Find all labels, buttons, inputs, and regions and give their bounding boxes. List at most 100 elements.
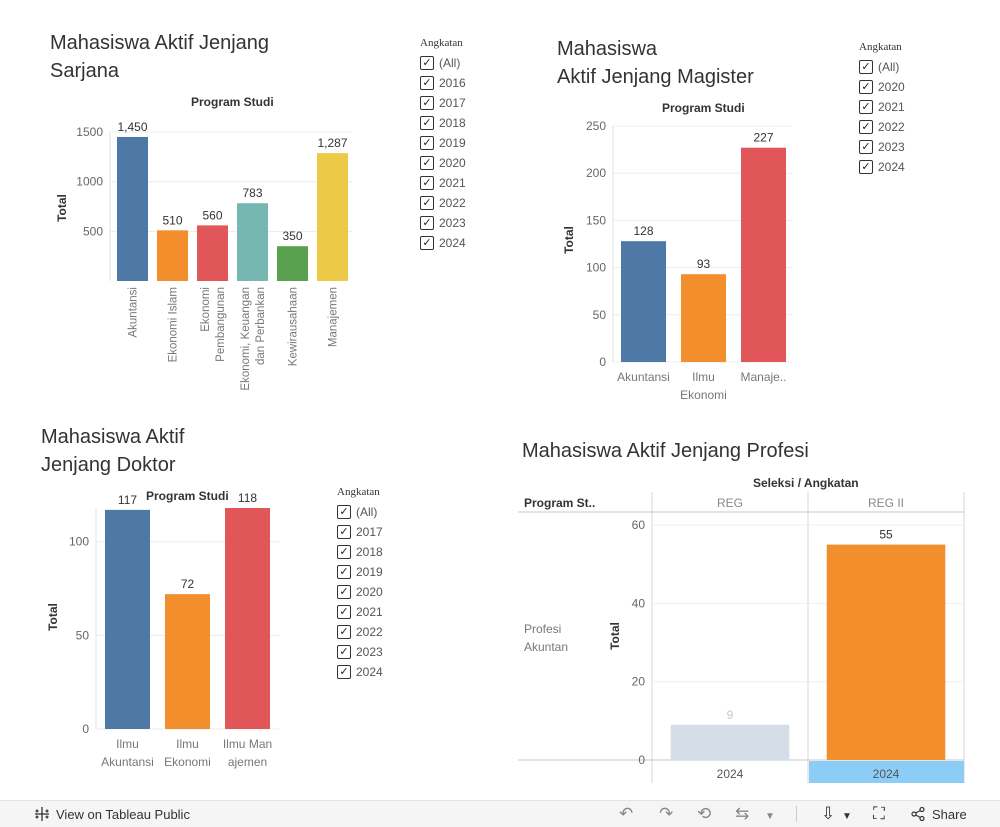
y-tick-label: 0 [82, 722, 89, 736]
bar [225, 508, 270, 729]
legend-item[interactable]: ✓ 2022 [337, 622, 383, 642]
checkbox-checked-icon[interactable]: ✓ [420, 116, 434, 130]
checkbox-checked-icon[interactable]: ✓ [859, 60, 873, 74]
share-button[interactable]: Share [910, 806, 967, 822]
legend-item[interactable]: ✓ 2017 [337, 522, 383, 542]
checkbox-checked-icon[interactable]: ✓ [420, 56, 434, 70]
bar [741, 147, 786, 362]
profesi-column-header: Seleksi / Angkatan [753, 476, 859, 490]
refresh-icon[interactable]: ⇆ [735, 804, 750, 823]
revert-icon[interactable]: ⟲ [697, 804, 712, 823]
y-tick-label: 100 [69, 535, 89, 549]
download-dropdown-icon[interactable]: ▼ [842, 811, 852, 822]
legend-item[interactable]: ✓ 2018 [337, 542, 383, 562]
checkbox-checked-icon[interactable]: ✓ [420, 196, 434, 210]
refresh-dropdown-icon[interactable]: ▼ [765, 811, 775, 822]
legend-item[interactable]: ✓ 2024 [420, 233, 466, 253]
legend-item[interactable]: ✓ (All) [420, 53, 466, 73]
x-category-label: Akuntansi [101, 755, 154, 769]
legend-item[interactable]: ✓ 2020 [337, 582, 383, 602]
checkbox-checked-icon[interactable]: ✓ [337, 505, 351, 519]
checkbox-checked-icon[interactable]: ✓ [337, 645, 351, 659]
bar [165, 594, 210, 729]
checkbox-checked-icon[interactable]: ✓ [859, 140, 873, 154]
checkbox-checked-icon[interactable]: ✓ [420, 156, 434, 170]
legend-item[interactable]: ✓ 2020 [420, 153, 466, 173]
selected-column-highlight [809, 761, 964, 783]
column-header-label: REG [717, 496, 743, 510]
bar-value-label: 9 [727, 708, 734, 722]
bar [681, 274, 726, 362]
legend-item[interactable]: ✓ 2018 [420, 113, 466, 133]
x-category-label: 2024 [873, 767, 900, 781]
legend-item[interactable]: ✓ 2020 [859, 77, 905, 97]
legend-item[interactable]: ✓ 2023 [420, 213, 466, 233]
checkbox-checked-icon[interactable]: ✓ [420, 76, 434, 90]
bar [826, 544, 946, 760]
checkbox-checked-icon[interactable]: ✓ [859, 120, 873, 134]
legend-item-label: (All) [878, 60, 900, 74]
bar [317, 153, 348, 281]
checkbox-checked-icon[interactable]: ✓ [420, 176, 434, 190]
legend-item[interactable]: ✓ 2021 [337, 602, 383, 622]
checkbox-checked-icon[interactable]: ✓ [337, 625, 351, 639]
checkbox-checked-icon[interactable]: ✓ [420, 236, 434, 250]
legend-item[interactable]: ✓ 2024 [337, 662, 383, 682]
legend-item-label: 2022 [878, 120, 905, 134]
legend-item[interactable]: ✓ 2021 [420, 173, 466, 193]
legend-item-label: 2023 [878, 140, 905, 154]
legend-item[interactable]: ✓ 2016 [420, 73, 466, 93]
legend-item[interactable]: ✓ 2017 [420, 93, 466, 113]
legend-item[interactable]: ✓ 2019 [420, 133, 466, 153]
checkbox-checked-icon[interactable]: ✓ [337, 545, 351, 559]
profesi-title: Mahasiswa Aktif Jenjang Profesi [522, 440, 809, 462]
checkbox-checked-icon[interactable]: ✓ [420, 96, 434, 110]
checkbox-checked-icon[interactable]: ✓ [337, 585, 351, 599]
legend-item-label: 2018 [356, 545, 383, 559]
y-tick-label: 250 [586, 119, 606, 133]
legend-item[interactable]: ✓ 2022 [859, 117, 905, 137]
legend-item[interactable]: ✓ 2021 [859, 97, 905, 117]
legend-item[interactable]: ✓ (All) [859, 57, 905, 77]
x-category-label: Manaje.. [740, 370, 786, 384]
legend-item[interactable]: ✓ 2019 [337, 562, 383, 582]
legend-item-label: 2016 [439, 76, 466, 90]
legend-items: ✓ (All) ✓ 2020 ✓ 2021 ✓ 2022 ✓ 2023 ✓ 2024 [859, 57, 905, 177]
bar-value-label: 227 [753, 131, 773, 145]
y-axis-title: Total [46, 603, 60, 631]
redo-icon[interactable]: ↷ [659, 804, 674, 823]
checkbox-checked-icon[interactable]: ✓ [337, 605, 351, 619]
checkbox-checked-icon[interactable]: ✓ [420, 216, 434, 230]
bar-value-label: 117 [118, 493, 137, 507]
legend-item[interactable]: ✓ 2023 [859, 137, 905, 157]
x-category-label: ajemen [228, 755, 267, 769]
checkbox-checked-icon[interactable]: ✓ [337, 525, 351, 539]
checkbox-checked-icon[interactable]: ✓ [859, 100, 873, 114]
sarjana-legend: Angkatan ✓ (All) ✓ 2016 ✓ 2017 ✓ 2018 ✓ 2019 ✓ 2020… [420, 37, 466, 253]
legend-item[interactable]: ✓ (All) [337, 502, 383, 522]
y-tick-label: 50 [76, 628, 90, 642]
view-on-tableau-public-link[interactable]: View on Tableau Public [34, 806, 190, 822]
checkbox-checked-icon[interactable]: ✓ [337, 565, 351, 579]
checkbox-checked-icon[interactable]: ✓ [859, 160, 873, 174]
tableau-footer: View on Tableau Public ↶ ↷ ⟲ ⇆ ▼ ⇩ ▼ ⛶ S… [0, 800, 1000, 827]
undo-icon[interactable]: ↶ [619, 804, 634, 823]
y-tick-label: 50 [593, 308, 607, 322]
y-tick-label: 0 [638, 753, 645, 767]
x-category-label: Akuntansi [128, 287, 140, 338]
legend-title: Angkatan [859, 41, 902, 53]
bar [105, 509, 150, 729]
checkbox-checked-icon[interactable]: ✓ [337, 665, 351, 679]
legend-item[interactable]: ✓ 2023 [337, 642, 383, 662]
magister-legend: Angkatan ✓ (All) ✓ 2020 ✓ 2021 ✓ 2022 ✓ 2023 ✓ 2024 [859, 41, 905, 177]
download-icon[interactable]: ⇩ [821, 804, 836, 823]
fullscreen-icon[interactable]: ⛶ [873, 804, 885, 823]
legend-item[interactable]: ✓ 2024 [859, 157, 905, 177]
checkbox-checked-icon[interactable]: ✓ [420, 136, 434, 150]
doktor-program-studi-header: Program Studi [146, 489, 229, 503]
legend-item[interactable]: ✓ 2022 [420, 193, 466, 213]
bar-value-label: 72 [181, 577, 195, 591]
checkbox-checked-icon[interactable]: ✓ [859, 80, 873, 94]
